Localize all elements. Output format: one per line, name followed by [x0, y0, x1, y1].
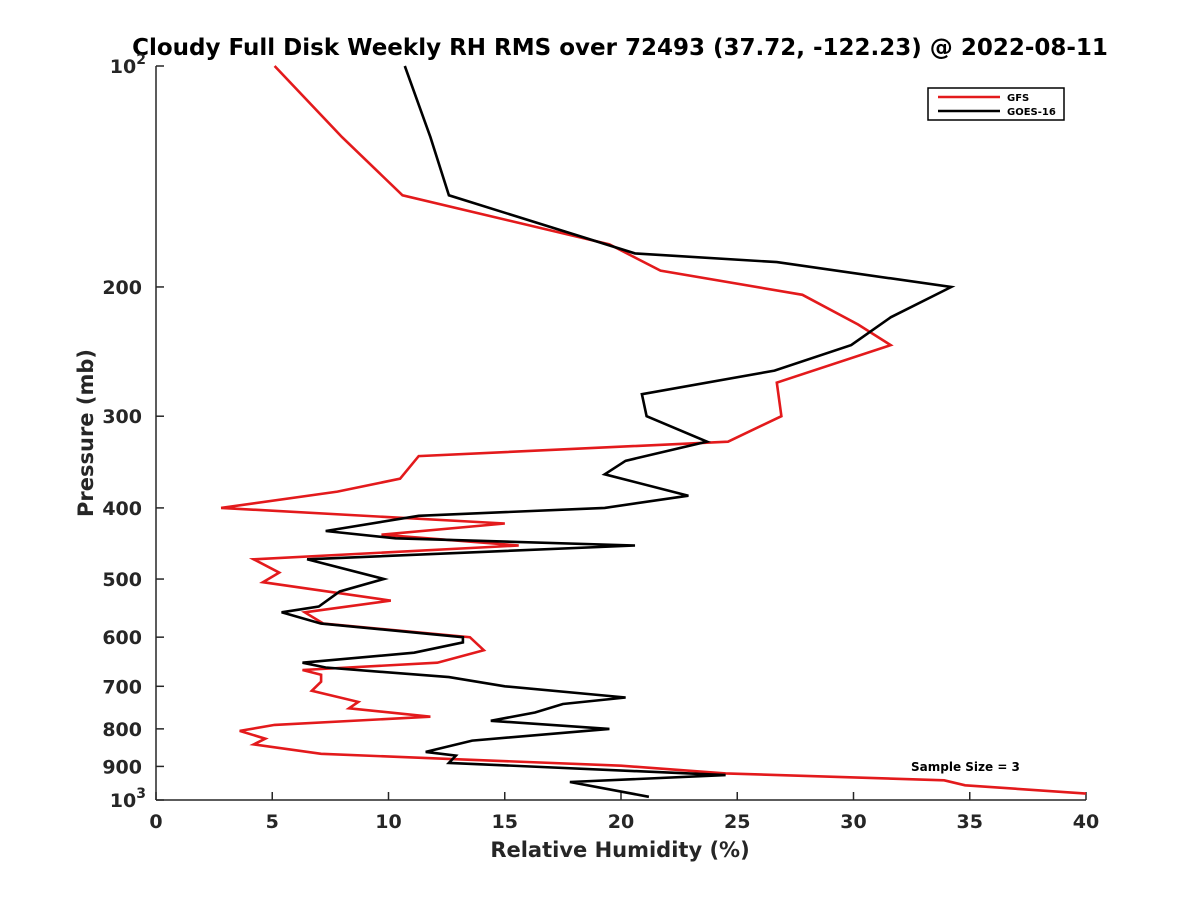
y-tick-label: 102: [110, 52, 146, 78]
y-tick-label: 600: [102, 627, 142, 649]
x-tick-label: 5: [266, 811, 279, 833]
x-tick-label: 15: [492, 811, 518, 833]
x-tick-label: 35: [957, 811, 983, 833]
x-tick-label: 25: [724, 811, 750, 833]
y-tick-label: 400: [102, 498, 142, 520]
y-tick-label: 900: [102, 756, 142, 778]
x-tick-label: 30: [840, 811, 866, 833]
legend: GFS GOES-16: [927, 87, 1065, 121]
x-tick-label: 40: [1073, 811, 1099, 833]
x-tick-label: 0: [149, 811, 162, 833]
legend-box: [927, 87, 1065, 121]
series-line-goes-16: [281, 65, 956, 799]
y-tick-label-exponent: 2: [136, 52, 146, 68]
y-tick-label: 800: [102, 719, 142, 741]
x-axis-title: Relative Humidity (%): [490, 838, 749, 862]
axes: 0 5 10 15 20 25 30 35 40102200300400500600700800…: [102, 52, 1099, 833]
sample-size-annotation: Sample Size = 3: [911, 760, 1020, 774]
chart-title: Cloudy Full Disk Weekly RH RMS over 7249…: [132, 35, 1108, 61]
y-tick-label-exponent: 3: [136, 786, 146, 802]
y-tick-label: 700: [102, 676, 142, 698]
y-tick-label: 500: [102, 569, 142, 591]
y-tick-label: 103: [110, 786, 146, 812]
y-tick-label: 200: [102, 277, 142, 299]
data-series: [220, 65, 1087, 799]
legend-label-goes-16: GOES-16: [1007, 107, 1056, 118]
y-tick-label: 300: [102, 406, 142, 428]
x-tick-label: 20: [608, 811, 634, 833]
legend-label-gfs: GFS: [1007, 93, 1029, 104]
y-axis-title: Pressure (mb): [74, 349, 98, 517]
series-line-gfs: [220, 65, 1087, 795]
y-tick-label-base: 10: [110, 56, 136, 78]
x-tick-label: 10: [375, 811, 401, 833]
y-tick-label-base: 10: [110, 790, 136, 812]
